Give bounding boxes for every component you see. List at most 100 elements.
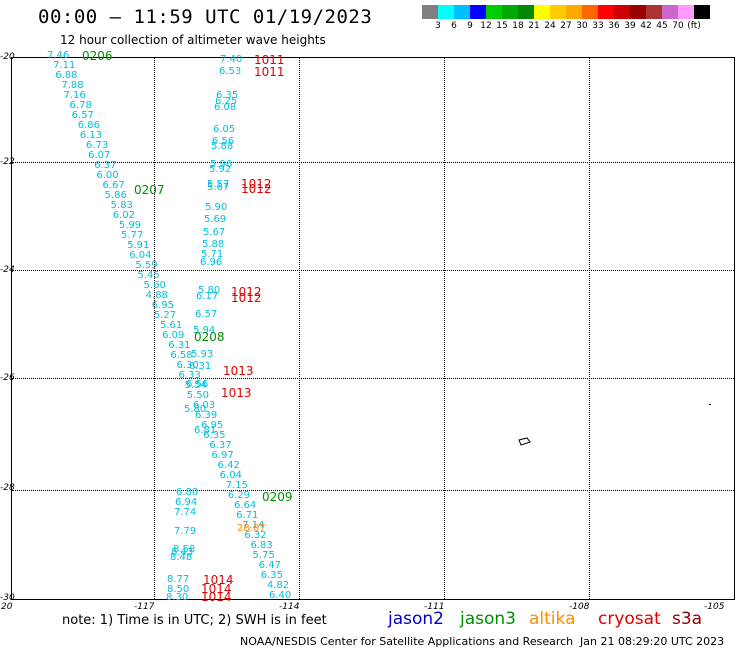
- colorbar-label: 21: [528, 21, 540, 31]
- swh-value: 5.75: [252, 550, 275, 561]
- swh-value: 6.07: [88, 150, 111, 161]
- swh-value: 5.59: [135, 260, 158, 271]
- swh-value: 5.69: [204, 214, 227, 225]
- swh-value: 6.95: [151, 300, 175, 311]
- swh-value: 7.79: [174, 526, 197, 537]
- swh-value: 6.97: [211, 450, 234, 461]
- gridline-lon: [444, 58, 445, 599]
- swh-value: 5.67: [207, 182, 230, 193]
- island-dot: [709, 404, 711, 405]
- swh-value: 7.14: [242, 520, 265, 531]
- swh-value: 6.37: [209, 440, 232, 451]
- swh-value: 6.81: [194, 425, 217, 436]
- swh-value: 7.46: [47, 50, 70, 61]
- colorbar-label: 9: [467, 21, 473, 31]
- swh-value: 6.57: [71, 110, 94, 121]
- y-tick-label: -22: [0, 157, 15, 167]
- gridline-lon: [589, 58, 590, 599]
- swh-value: 6.80: [176, 487, 199, 498]
- swh-value: 6.17: [196, 291, 219, 302]
- gridline-lat: [12, 162, 734, 163]
- x-tick-label: -117: [134, 602, 155, 612]
- colorbar-label: 6: [451, 21, 457, 31]
- y-tick-label: -30: [0, 593, 15, 603]
- pass-id-jason3: 0208: [194, 330, 225, 344]
- swh-value: 6.39: [195, 410, 218, 421]
- x-tick-label: -108: [569, 602, 590, 612]
- swh-value: 6.13: [79, 130, 103, 141]
- x-tick-label: -111: [424, 602, 445, 612]
- swh-value: 5.77: [121, 230, 144, 241]
- colorbar-swatch: [662, 5, 678, 19]
- swh-value: 6.05: [213, 124, 236, 135]
- swh-value: 6.73: [86, 140, 109, 151]
- swh-value: 6.56: [212, 136, 235, 147]
- colorbar-label: 27: [560, 21, 572, 31]
- legend-s3a: s3a: [672, 609, 703, 629]
- swh-value: 8.43: [171, 547, 194, 558]
- swh-value: 7.15: [225, 480, 249, 491]
- colorbar-swatch: [502, 5, 518, 19]
- swh-value: 7.11: [53, 60, 76, 71]
- swh-value: 6.86: [77, 120, 101, 131]
- swh-value: 5.57: [207, 179, 230, 190]
- swh-value: 8.48: [170, 552, 193, 563]
- pass-id-cryosat: 1012: [231, 285, 262, 299]
- swh-value: 6.25: [215, 96, 238, 107]
- colorbar-swatch: [566, 5, 582, 19]
- swh-value: 6.78: [69, 100, 92, 111]
- gridline-lat: [12, 490, 734, 491]
- swh-value: 5.83: [110, 200, 133, 211]
- colorbar-swatch: [422, 5, 438, 19]
- swh-value: 6.02: [112, 210, 136, 221]
- swh-value: 6.57: [195, 309, 218, 320]
- y-tick-label: -26: [0, 373, 15, 383]
- colorbar-swatch: [694, 5, 710, 19]
- colorbar-label: 15: [496, 21, 508, 31]
- swh-value: 6.31: [189, 361, 212, 372]
- pass-id-cryosat: 1012: [231, 291, 262, 305]
- swh-value: 6.53: [219, 66, 242, 77]
- swh-value: 5.80: [198, 285, 221, 296]
- swh-value-high: 28.07: [237, 523, 266, 534]
- swh-value: 6.37: [94, 160, 117, 171]
- swh-value: 6.31: [168, 340, 191, 351]
- y-tick-label: -24: [0, 265, 15, 275]
- swh-value: 6.88: [55, 70, 78, 81]
- swh-value: 6.96: [200, 257, 223, 268]
- generated-timestamp: Jan 21 08:29:20 UTC 2023: [580, 635, 725, 648]
- gridline-lat: [12, 270, 734, 271]
- swh-colorbar: [422, 5, 710, 19]
- y-tick-label: -28: [0, 483, 15, 493]
- swh-value: 6.94: [175, 497, 198, 508]
- swh-value: 6.35: [216, 90, 239, 101]
- map-title: 00:00 – 11:59 UTC 01/19/2023: [38, 6, 373, 28]
- swh-value: 5.88: [202, 239, 225, 250]
- swh-value: 5.88: [211, 141, 234, 152]
- swh-value: 6.04: [129, 250, 152, 261]
- island-shape: [518, 437, 531, 446]
- swh-value: 5.93: [191, 349, 214, 360]
- swh-value: 6.09: [162, 330, 185, 341]
- colorbar-swatch: [614, 5, 630, 19]
- swh-value: 7.88: [61, 80, 84, 91]
- colorbar-swatch: [486, 5, 502, 19]
- swh-value: 6.30: [176, 360, 199, 371]
- colorbar-label: 30: [576, 21, 588, 31]
- swh-value: 6.04: [219, 470, 242, 481]
- legend-jason3: jason3: [460, 609, 516, 629]
- colorbar-label: 39: [624, 21, 636, 31]
- colorbar-label: 36: [608, 21, 620, 31]
- swh-value: 5.94: [193, 325, 216, 336]
- swh-value: 6.42: [217, 460, 240, 471]
- swh-value: 6.47: [258, 560, 281, 571]
- gridline-lat: [12, 378, 734, 379]
- swh-value: 4.82: [266, 580, 290, 591]
- map-subtitle: 12 hour collection of altimeter wave hei…: [60, 33, 326, 47]
- swh-value: 5.61: [160, 320, 183, 331]
- map-plot-area: [11, 57, 735, 600]
- pass-id-cryosat: 1014: [201, 590, 232, 604]
- colorbar-label: 33: [592, 21, 604, 31]
- swh-value: 7.40: [220, 54, 243, 65]
- swh-value: 5.96: [210, 159, 233, 170]
